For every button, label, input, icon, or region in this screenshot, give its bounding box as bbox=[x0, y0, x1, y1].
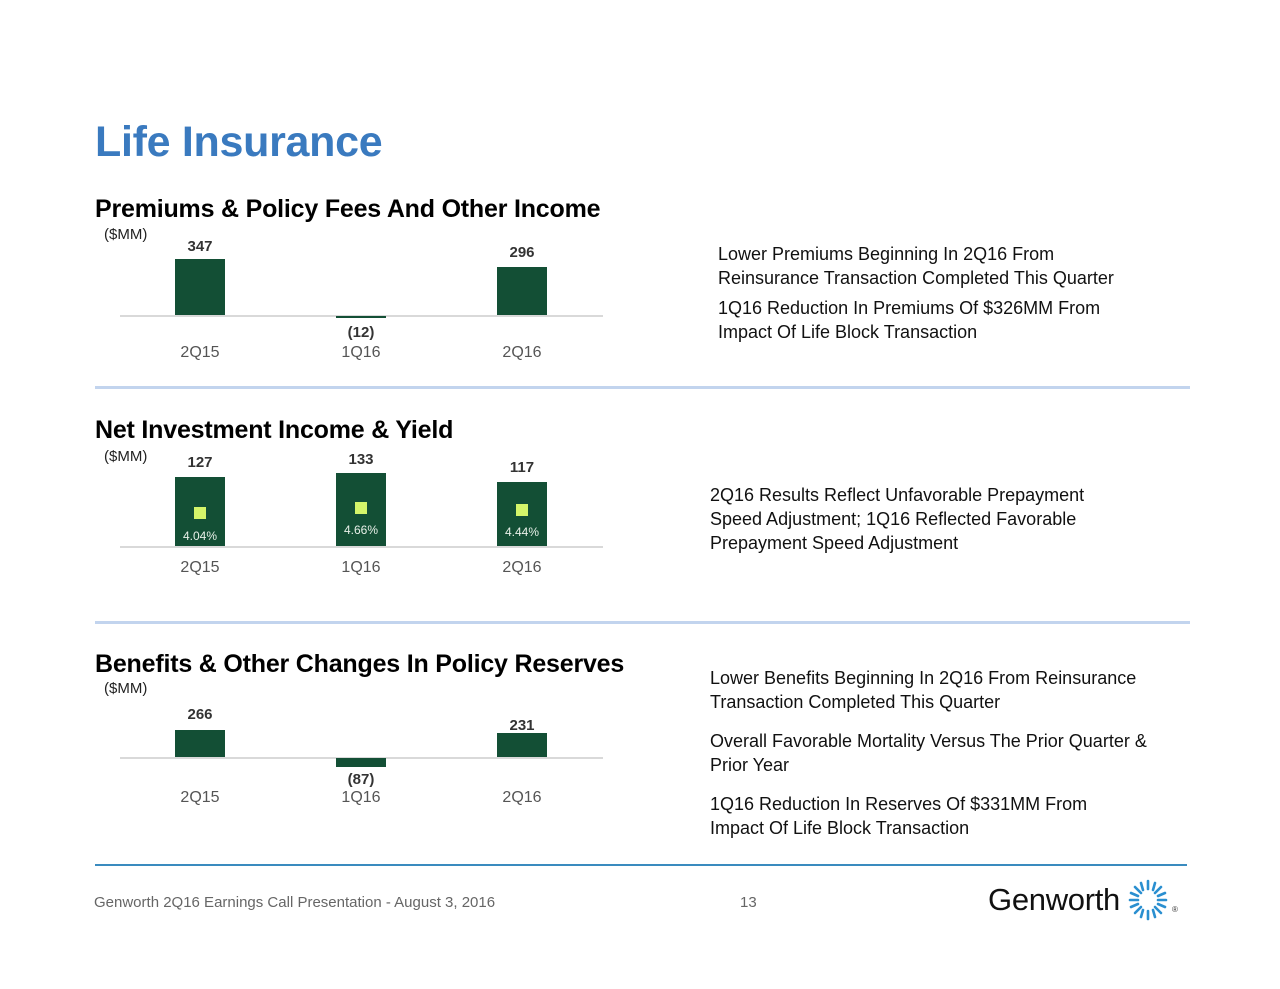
unit-label: ($MM) bbox=[104, 680, 148, 697]
value-label: 117 bbox=[509, 459, 535, 476]
category-label: 2Q15 bbox=[180, 559, 220, 576]
category-label: 1Q16 bbox=[341, 559, 381, 576]
note: 1Q16 Reduction In Reserves Of $331MM Fro… bbox=[710, 794, 1088, 838]
category-label: 1Q16 bbox=[341, 789, 381, 806]
note: Overall Favorable Mortality Versus The P… bbox=[710, 731, 1147, 775]
yield-marker-icon bbox=[355, 502, 367, 514]
value-label: 133 bbox=[348, 451, 374, 468]
yield-label: 4.44% bbox=[504, 525, 540, 539]
category-label: 2Q15 bbox=[180, 344, 220, 361]
note: 1Q16 Reduction In Premiums Of $326MM Fro… bbox=[718, 298, 1101, 342]
yield-label: 4.66% bbox=[343, 523, 379, 537]
starburst-icon bbox=[1124, 878, 1172, 922]
category-label: 1Q16 bbox=[341, 344, 381, 361]
note: Lower Benefits Beginning In 2Q16 From Re… bbox=[710, 668, 1137, 712]
unit-label: ($MM) bbox=[104, 226, 148, 243]
section-divider bbox=[95, 621, 1190, 624]
section-title-net-investment-income: Net Investment Income & Yield bbox=[95, 416, 454, 444]
yield-marker-icon bbox=[194, 507, 206, 519]
yield-label: 4.04% bbox=[182, 529, 218, 543]
value-label: 231 bbox=[509, 717, 535, 734]
category-label: 2Q16 bbox=[502, 789, 542, 806]
section-title-premiums: Premiums & Policy Fees And Other Income bbox=[95, 195, 601, 223]
note: 2Q16 Results Reflect Unfavorable Prepaym… bbox=[710, 485, 1085, 553]
value-label: 127 bbox=[187, 454, 213, 471]
bar-1q16 bbox=[336, 758, 386, 767]
bar-2q15 bbox=[175, 259, 225, 315]
section-title-benefits: Benefits & Other Changes In Policy Reser… bbox=[95, 650, 625, 678]
genworth-logo: Genworth ® bbox=[988, 878, 1178, 922]
category-label: 2Q16 bbox=[502, 344, 542, 361]
page-title: Life Insurance bbox=[95, 118, 383, 166]
category-label: 2Q15 bbox=[180, 789, 220, 806]
registered-mark: ® bbox=[1172, 905, 1178, 914]
bar-2q15 bbox=[175, 730, 225, 757]
page-number: 13 bbox=[740, 894, 757, 911]
bar-2q16 bbox=[497, 267, 547, 315]
value-label: 266 bbox=[187, 706, 213, 723]
value-label: (12) bbox=[347, 324, 375, 341]
section-divider bbox=[95, 386, 1190, 389]
footer-caption: Genworth 2Q16 Earnings Call Presentation… bbox=[94, 894, 496, 911]
value-label: (87) bbox=[347, 771, 375, 788]
category-label: 2Q16 bbox=[502, 559, 542, 576]
note: Lower Premiums Beginning In 2Q16 From Re… bbox=[718, 244, 1114, 288]
unit-label: ($MM) bbox=[104, 448, 148, 465]
logo-text: Genworth bbox=[988, 882, 1120, 917]
value-label: 347 bbox=[187, 238, 213, 255]
value-label: 296 bbox=[509, 244, 535, 261]
footer-divider bbox=[95, 864, 1187, 866]
bar-2q16 bbox=[497, 733, 547, 757]
yield-marker-icon bbox=[516, 504, 528, 516]
axis-baseline bbox=[120, 546, 603, 548]
bar-1q16 bbox=[336, 316, 386, 318]
